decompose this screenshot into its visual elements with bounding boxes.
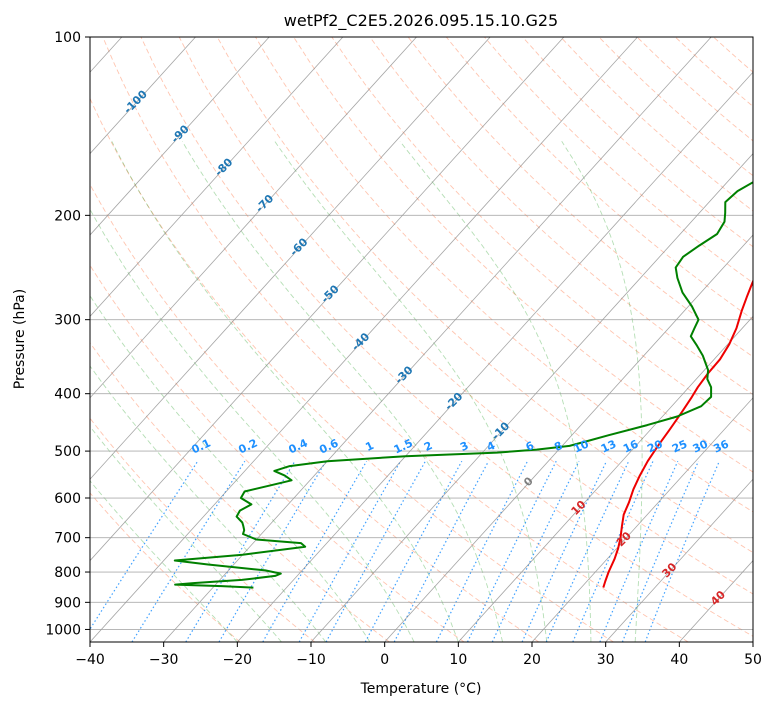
isotherm-line <box>531 397 753 642</box>
dry-adiabat-line <box>560 37 753 212</box>
mixing-ratio-label: 1 <box>363 439 375 454</box>
isotherm-line <box>90 37 270 236</box>
isotherm-line <box>90 37 417 399</box>
mixing-ratio-label: 3 <box>458 439 470 454</box>
y-tick-label: 300 <box>54 313 81 329</box>
isotherm-line <box>237 71 753 642</box>
y-tick-label: 800 <box>54 565 81 581</box>
y-axis-ticks: 100 200 300 400 500 600 700 800 900 1000 <box>45 30 90 638</box>
isotherm-line <box>90 37 491 480</box>
grid-lines <box>90 37 753 642</box>
isotherm-line <box>90 37 638 642</box>
mixing-ratio-label: 0.1 <box>190 437 213 457</box>
isotherm-line <box>384 234 753 642</box>
dry-adiabat-line <box>102 37 689 642</box>
isotherm-line <box>90 37 565 562</box>
moist-adiabat-line <box>399 141 592 642</box>
mixing-ratio-label: 36 <box>711 437 731 455</box>
isotherm-line <box>605 478 753 642</box>
dry-adiabat-line <box>140 37 753 637</box>
mixing-ratio-label: 30 <box>691 437 711 455</box>
dewpoint-profile-line <box>173 181 753 589</box>
mixing-ratio-label: 0.6 <box>317 436 340 456</box>
x-tick-label: −10 <box>296 652 326 668</box>
dry-adiabat-line <box>407 37 753 358</box>
mixing-ratio-label: 6 <box>524 439 537 454</box>
reference-line-labels: 0.1 0.2 0.4 0.6 1 1.5 2 3 4 6 8 10 13 16 20 25 30 36-100-… <box>121 87 731 608</box>
x-tick-label: −30 <box>149 652 179 668</box>
dry-adiabat-line <box>216 37 753 554</box>
x-axis-label: Temperature (°C) <box>360 681 482 697</box>
x-axis-ticks: −40 −30 −20 −10 0 10 20 30 40 50 <box>75 642 762 668</box>
isotherm-line <box>163 37 712 642</box>
moist-adiabat-line <box>90 365 327 642</box>
mixing-ratio-label: 2 <box>422 439 434 454</box>
dry-adiabat-line <box>522 37 753 248</box>
x-tick-label: 10 <box>449 652 467 668</box>
dry-adiabat-line <box>598 37 753 177</box>
x-tick-label: 40 <box>670 652 688 668</box>
moist-adiabat-line <box>274 141 548 642</box>
profile-lines <box>173 181 753 589</box>
moist-adiabat-line <box>111 141 459 642</box>
isotherm-line <box>90 37 196 155</box>
mixing-ratio-label: 20 <box>645 437 665 455</box>
isotherm-line <box>310 153 753 642</box>
mixing-ratio-line <box>90 460 199 631</box>
mixing-ratio-label: 10 <box>572 437 592 455</box>
mixing-ratio-line <box>599 460 679 642</box>
mixing-ratio-line <box>262 460 368 642</box>
isotherm-line <box>752 641 753 642</box>
y-tick-label: 400 <box>54 387 81 403</box>
dry-adiabat-line <box>674 37 753 107</box>
x-tick-label: 20 <box>523 652 541 668</box>
mixing-ratio-line <box>521 460 608 642</box>
x-tick-label: 30 <box>597 652 615 668</box>
temperature-profile-line <box>602 278 753 588</box>
isotherm-line <box>90 37 344 317</box>
mixing-ratio-line <box>185 460 296 642</box>
dry-adiabat-line <box>90 417 315 642</box>
y-tick-label: 200 <box>54 208 81 224</box>
mixing-ratio-label: 25 <box>670 437 689 455</box>
mixing-ratio-line <box>393 460 490 642</box>
mixing-ratio-line <box>644 460 720 642</box>
mixing-ratio-label: 1.5 <box>392 437 415 457</box>
x-tick-label: 50 <box>744 652 762 668</box>
y-tick-label: 1000 <box>45 622 81 638</box>
dry-adiabat-line <box>90 183 540 642</box>
x-tick-label: −20 <box>223 652 253 668</box>
mixing-ratio-label: 16 <box>621 437 641 455</box>
mixing-ratio-label: 0.2 <box>236 437 259 457</box>
dry-adiabat-line <box>331 37 753 434</box>
mixing-ratio-line <box>491 460 580 642</box>
y-tick-label: 700 <box>54 531 81 547</box>
y-tick-label: 600 <box>54 491 81 507</box>
y-tick-label: 500 <box>54 444 81 460</box>
dry-adiabat-line <box>90 97 614 642</box>
mixing-ratio-label: 13 <box>599 437 618 455</box>
chart-title: wetPf2_C2E5.2026.095.15.10.G25 <box>284 11 558 31</box>
mixing-ratio-line <box>572 460 654 642</box>
x-tick-label: 0 <box>380 652 389 668</box>
dry-adiabat-line <box>255 37 753 513</box>
x-tick-label: −40 <box>75 652 105 668</box>
y-tick-label: 100 <box>54 30 81 46</box>
dry-adiabat-line <box>751 37 753 39</box>
mixing-ratio-line <box>325 460 426 642</box>
y-axis-label: Pressure (hPa) <box>12 289 28 389</box>
y-tick-label: 900 <box>54 595 81 611</box>
dry-adiabat-line <box>90 341 390 642</box>
mixing-ratio-label: 0.4 <box>287 436 310 456</box>
dry-adiabat-line <box>445 37 753 321</box>
dry-adiabat-line <box>178 37 753 595</box>
dry-adiabat-line <box>636 37 753 142</box>
isotherm-label: 0 <box>521 474 536 489</box>
dry-adiabat-line <box>713 37 753 73</box>
dry-adiabat-line <box>90 264 465 642</box>
plot-frame <box>89 36 754 643</box>
